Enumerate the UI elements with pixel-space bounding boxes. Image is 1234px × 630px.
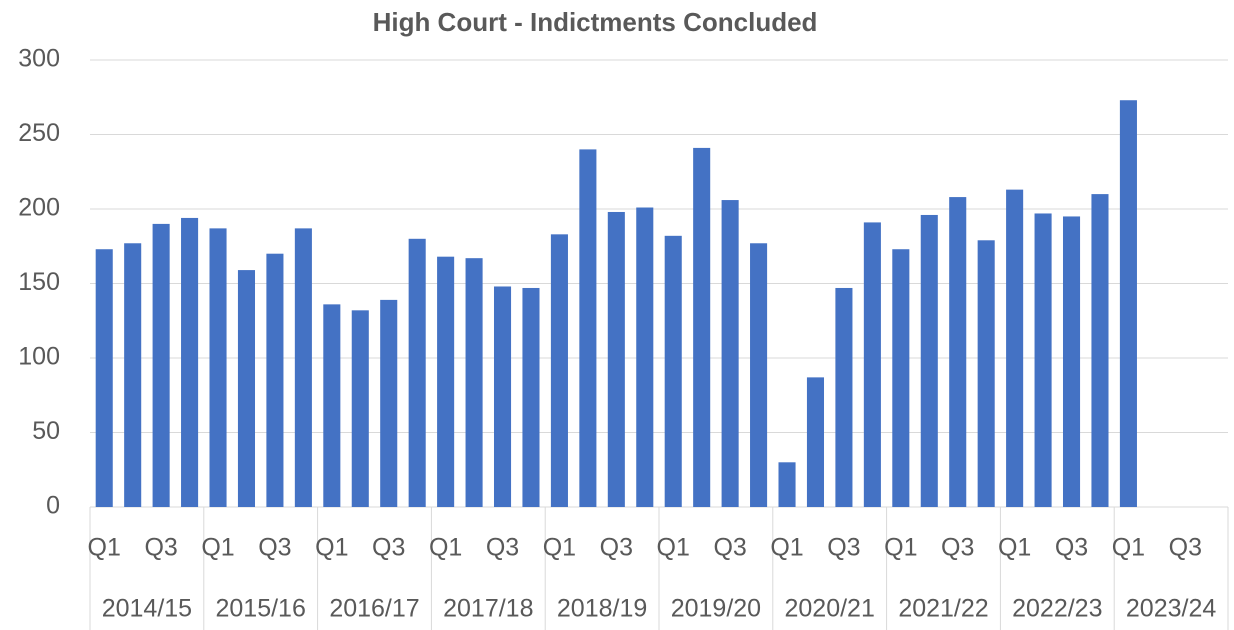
bar	[522, 287, 540, 507]
bar	[124, 243, 142, 507]
bar	[778, 462, 796, 507]
x-tick-label: Q1	[543, 534, 576, 562]
group-label: 2018/19	[557, 595, 647, 623]
bar	[806, 377, 825, 507]
bar	[237, 270, 256, 507]
bar	[351, 310, 369, 507]
x-tick-label: Q3	[713, 534, 746, 562]
x-tick-label: Q3	[1169, 534, 1202, 562]
x-tick-label: Q1	[429, 534, 462, 562]
bar	[721, 200, 739, 507]
bar	[579, 149, 597, 507]
bar	[209, 228, 227, 507]
x-tick-label: Q1	[201, 534, 234, 562]
y-tick-label: 0	[46, 492, 60, 520]
bar	[949, 197, 967, 507]
bar	[1034, 213, 1052, 507]
x-tick-label: Q1	[88, 534, 121, 562]
x-tick-label: Q1	[998, 534, 1031, 562]
group-label: 2019/20	[671, 595, 761, 623]
bar	[380, 299, 398, 507]
x-tick-label: Q3	[827, 534, 860, 562]
x-tick-label: Q1	[315, 534, 348, 562]
bar	[607, 211, 625, 508]
bar	[664, 235, 682, 507]
bar	[693, 147, 711, 507]
bar	[863, 222, 881, 507]
bar	[892, 249, 910, 508]
bar	[1119, 100, 1137, 507]
group-label: 2016/17	[329, 595, 419, 623]
group-label: 2020/21	[785, 595, 875, 623]
group-label: 2021/22	[898, 595, 988, 623]
bar	[835, 287, 853, 507]
bar	[152, 223, 170, 507]
bar	[95, 249, 113, 508]
bar	[493, 286, 512, 507]
bar	[920, 214, 938, 507]
group-label: 2014/15	[102, 595, 192, 623]
y-tick-label: 50	[32, 417, 60, 445]
x-tick-label: Q1	[657, 534, 690, 562]
bar	[1062, 216, 1081, 507]
x-tick-label: Q3	[600, 534, 633, 562]
x-tick-label: Q1	[770, 534, 803, 562]
bar	[977, 240, 995, 508]
bar	[294, 228, 312, 507]
bar	[550, 234, 568, 507]
bar	[266, 253, 284, 507]
bar	[1091, 194, 1109, 507]
bar	[181, 217, 199, 507]
y-tick-label: 250	[18, 119, 60, 147]
x-tick-label: Q3	[1055, 534, 1088, 562]
bar	[636, 207, 654, 507]
x-tick-label: Q1	[1112, 534, 1145, 562]
group-label: 2022/23	[1012, 595, 1102, 623]
group-label: 2017/18	[443, 595, 533, 623]
bar	[408, 238, 426, 508]
x-tick-label: Q3	[941, 534, 974, 562]
y-tick-label: 150	[18, 268, 60, 296]
bar	[750, 243, 768, 507]
x-tick-label: Q3	[258, 534, 291, 562]
x-tick-label: Q3	[372, 534, 405, 562]
x-tick-label: Q1	[884, 534, 917, 562]
group-label: 2015/16	[216, 595, 306, 623]
x-tick-label: Q3	[144, 534, 177, 562]
bar	[437, 256, 455, 507]
y-tick-label: 200	[18, 194, 60, 222]
x-tick-label: Q3	[486, 534, 519, 562]
bar	[1006, 189, 1024, 507]
y-tick-label: 300	[18, 45, 60, 73]
group-label: 2023/24	[1126, 595, 1216, 623]
chart-title: High Court - Indictments Concluded	[373, 7, 818, 37]
y-tick-label: 100	[18, 343, 60, 371]
bar	[323, 304, 341, 507]
bar	[465, 258, 483, 507]
